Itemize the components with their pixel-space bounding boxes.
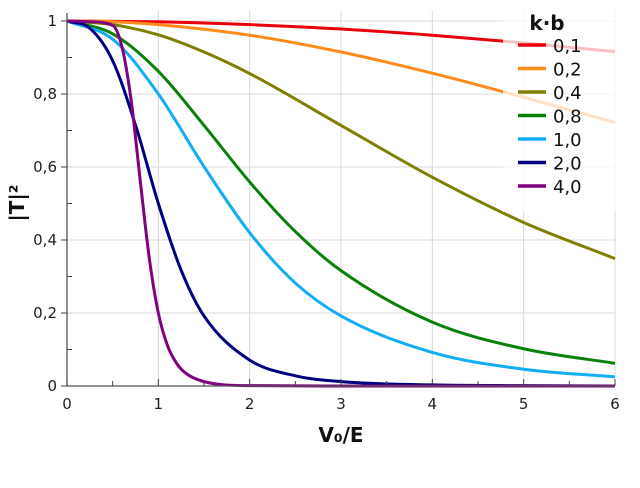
- y-tick-label: 0,2: [33, 304, 57, 322]
- legend-title: k·b: [529, 11, 564, 35]
- y-tick-label: 1: [47, 12, 57, 30]
- x-tick-label: 6: [610, 395, 620, 413]
- series-line-0-4: [66, 19, 616, 261]
- legend-label: 0,1: [553, 36, 582, 57]
- legend-label: 4,0: [553, 177, 582, 198]
- legend: k·b 0,1 0,20,4 0,81,0 2,04,0: [503, 10, 623, 212]
- legend-label: 0,4: [553, 83, 582, 104]
- y-axis-label: |T|²: [5, 184, 29, 221]
- legend-label: 1,0: [553, 130, 582, 151]
- series-line-0-8: [66, 19, 616, 365]
- x-tick-label: 1: [154, 395, 164, 413]
- x-tick-label: 2: [245, 395, 255, 413]
- y-tick-label: 0: [47, 377, 57, 395]
- legend-label: 0,2: [553, 60, 582, 81]
- y-tick-label: 0,8: [33, 85, 57, 103]
- axes: 0 1 2 3 4 5 600,20,40,60,81: [33, 12, 620, 413]
- x-tick-label: 3: [336, 395, 346, 413]
- x-tick-label: 5: [519, 395, 529, 413]
- x-axis-label: V₀/E: [318, 423, 363, 447]
- x-tick-label: 0: [62, 395, 72, 413]
- y-tick-label: 0,4: [33, 231, 57, 249]
- series-line-1-0: [66, 19, 616, 379]
- legend-label: 2,0: [553, 154, 582, 175]
- legend-label: 0,8: [553, 107, 582, 128]
- x-tick-label: 4: [428, 395, 438, 413]
- y-tick-label: 0,6: [33, 158, 57, 176]
